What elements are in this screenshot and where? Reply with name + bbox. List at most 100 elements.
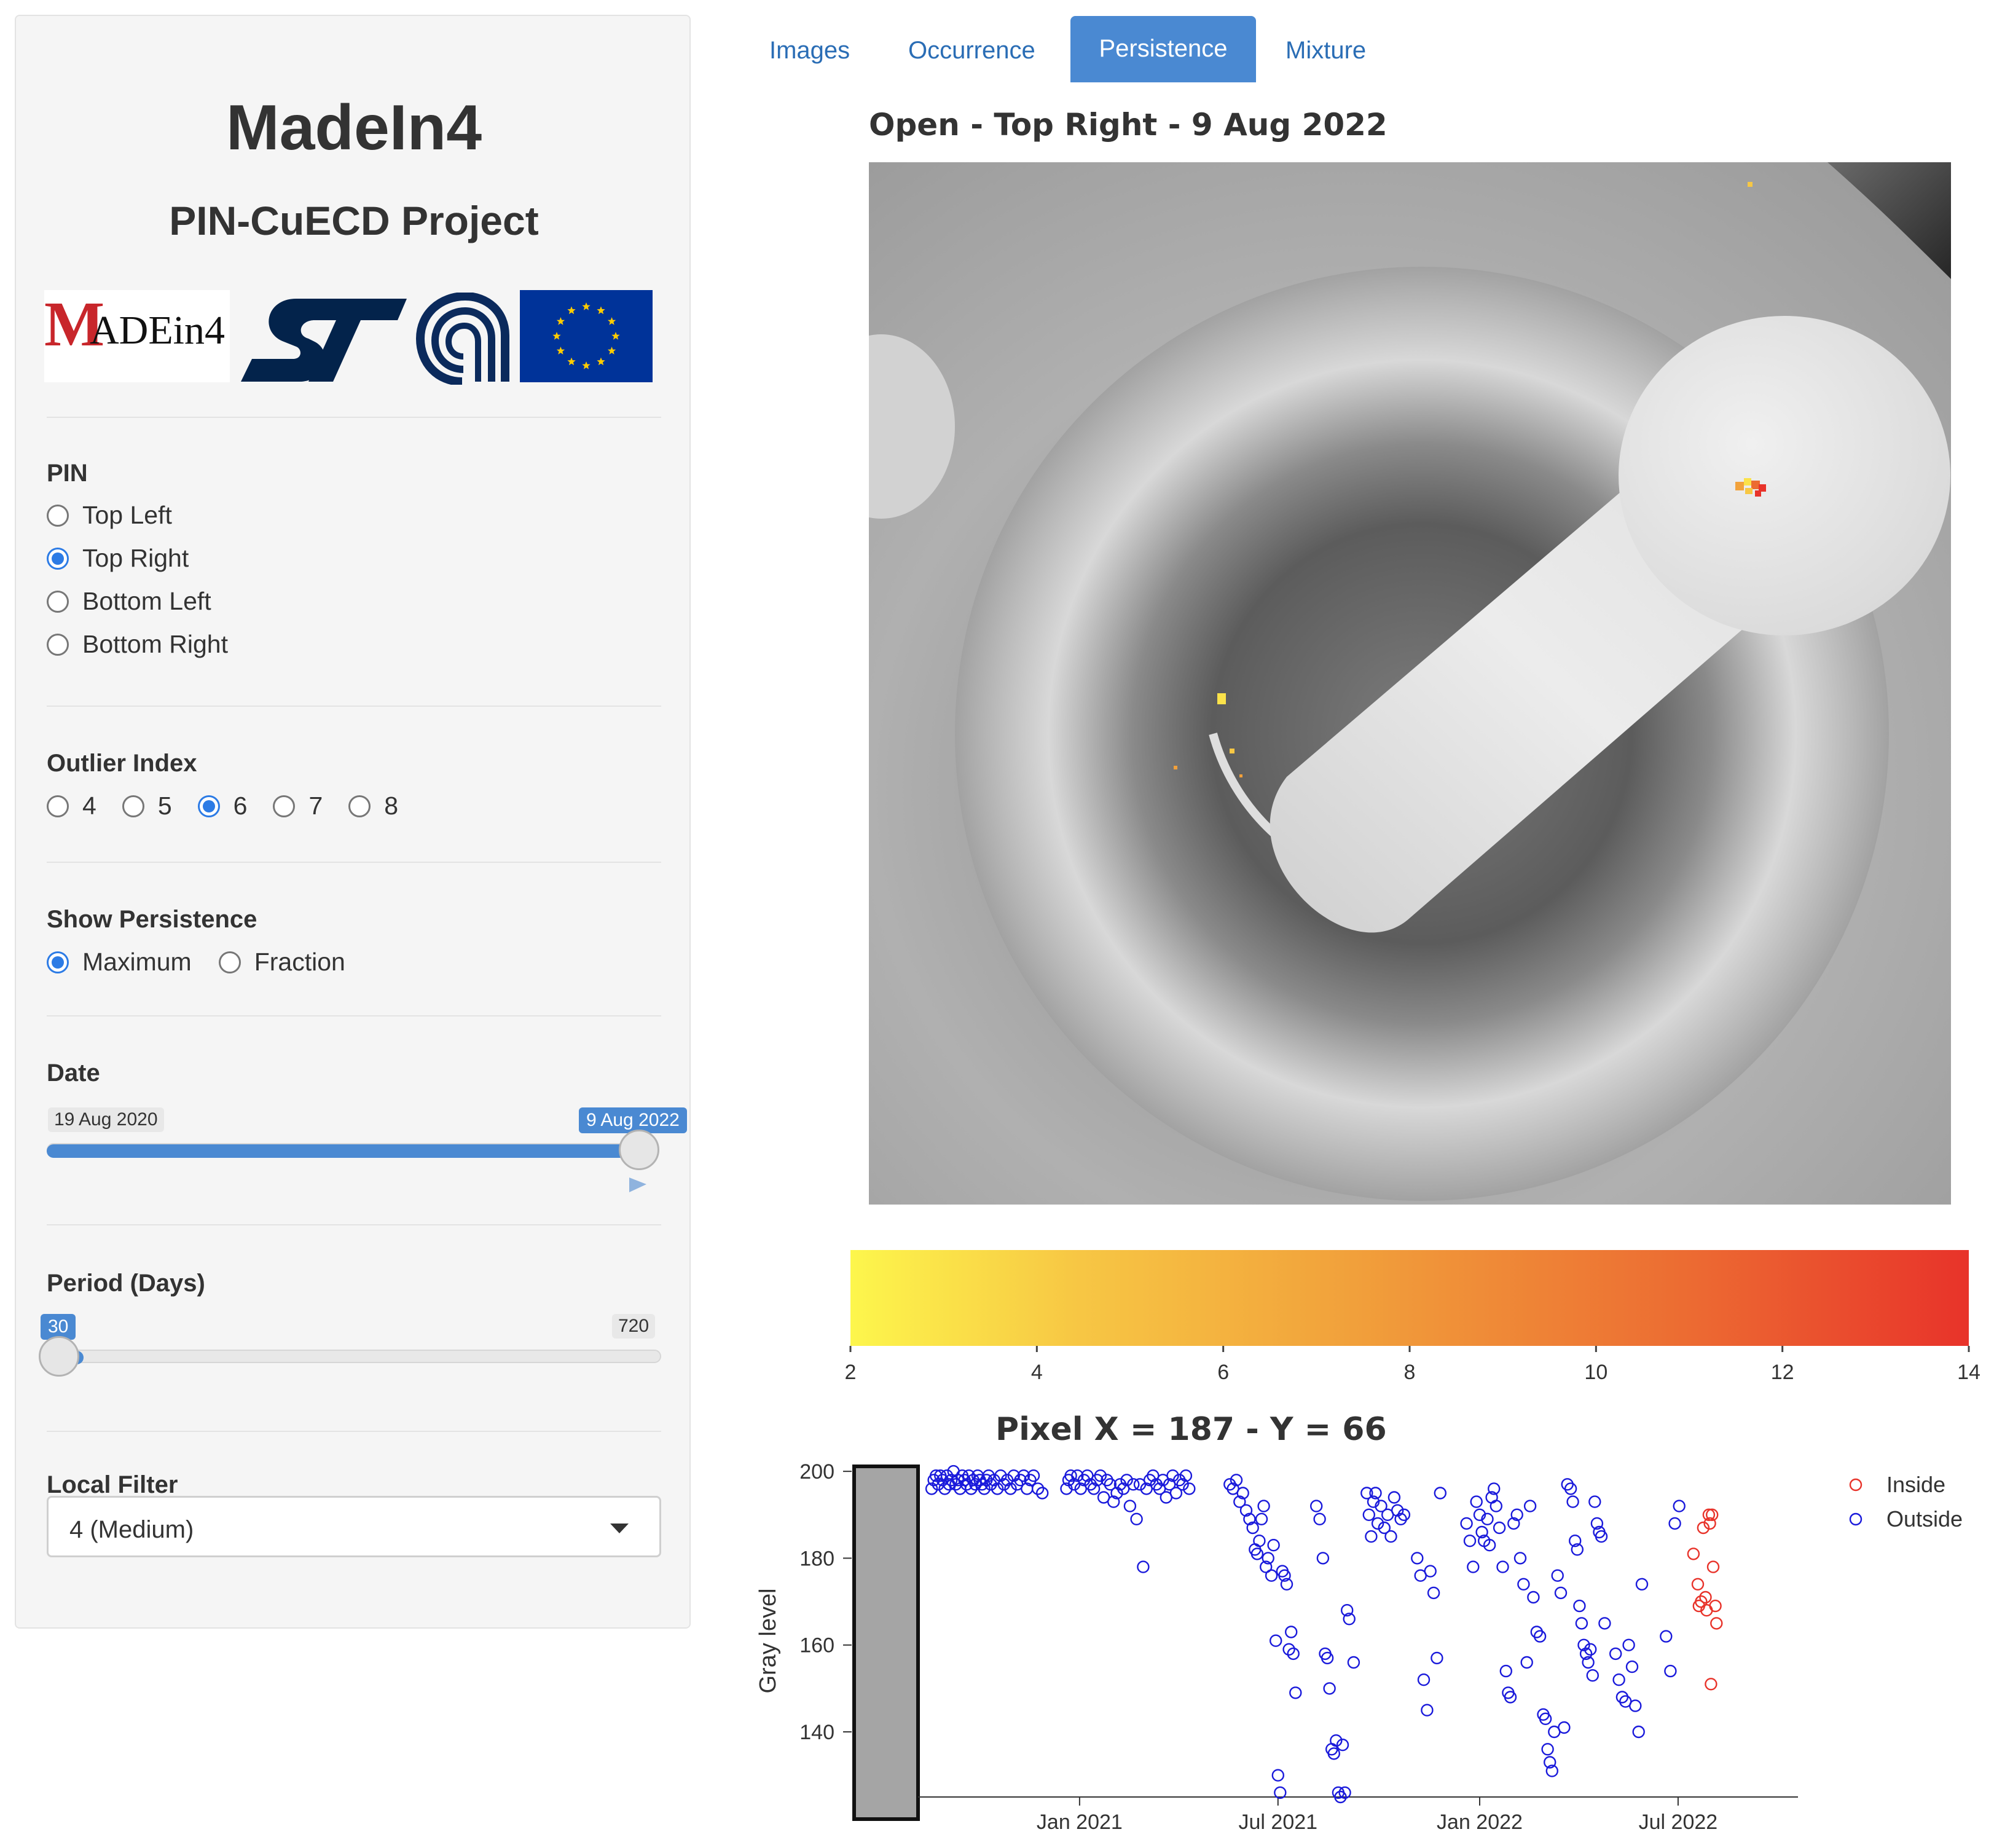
- scatter-point-outside: [1334, 1790, 1347, 1804]
- pin-option-top-right[interactable]: Top Right: [47, 546, 189, 571]
- persistence-image[interactable]: [869, 162, 1951, 1205]
- radio-button[interactable]: [47, 951, 69, 973]
- outlier-option-7[interactable]: 7: [273, 792, 323, 820]
- scatter-point-outside: [1236, 1487, 1249, 1500]
- scatter-point-outside: [1007, 1469, 1020, 1482]
- outlier-index-radio-group: 4 5 6 7 8: [47, 792, 424, 820]
- scatter-point-outside: [1166, 1469, 1179, 1482]
- eu-star-icon: [597, 357, 605, 366]
- period-slider-track[interactable]: [47, 1350, 661, 1363]
- app-title: MadeIn4: [226, 92, 482, 163]
- radio-button[interactable]: [122, 795, 144, 817]
- radio-button[interactable]: [47, 504, 69, 527]
- divider: [47, 417, 661, 418]
- radio-label: Top Right: [82, 544, 189, 572]
- tab-occurrence[interactable]: Occurrence: [908, 37, 1035, 64]
- scatter-point-outside: [1577, 1638, 1590, 1651]
- scatter-point-outside: [1504, 1691, 1517, 1704]
- colorbar-tick-label: 4: [1031, 1361, 1043, 1384]
- radio-button[interactable]: [348, 795, 371, 817]
- pin-option-top-left[interactable]: Top Left: [47, 503, 172, 528]
- scatter-point-outside: [1417, 1673, 1431, 1686]
- pin-option-bottom-right[interactable]: Bottom Right: [47, 632, 228, 657]
- radio-button[interactable]: [197, 795, 220, 817]
- colorbar-tick-label: 12: [1771, 1361, 1794, 1384]
- cnr-logo: [415, 293, 509, 385]
- date-value-label: 9 Aug 2022: [579, 1107, 687, 1133]
- eu-star-icon: [567, 357, 576, 366]
- scatter-point-outside: [994, 1469, 1007, 1482]
- scatter-point-outside: [1391, 1504, 1404, 1517]
- scatter-point-outside: [1371, 1517, 1384, 1530]
- scatter-point-outside: [1579, 1647, 1593, 1661]
- radio-label: 7: [308, 792, 323, 820]
- local-filter-select[interactable]: 4 (Medium): [47, 1496, 661, 1557]
- chevron-down-icon: [610, 1524, 629, 1533]
- scatter-point-outside: [1375, 1500, 1388, 1512]
- scatter-point-outside: [1183, 1482, 1196, 1495]
- outlier-index-label: Outlier Index: [47, 750, 197, 777]
- scatter-point-outside: [1622, 1638, 1635, 1651]
- madein4-logo: M ADEin4: [44, 289, 230, 382]
- eu-star-icon: [582, 302, 591, 310]
- outlier-option-4[interactable]: 4: [47, 792, 96, 820]
- radio-button[interactable]: [47, 633, 69, 656]
- legend-label-outside[interactable]: Outside: [1886, 1506, 1963, 1531]
- image-title: Open - Top Right - 9 Aug 2022: [869, 107, 1388, 143]
- legend-label-inside[interactable]: Inside: [1886, 1472, 1945, 1497]
- scatter-point-outside: [1130, 1512, 1143, 1526]
- scatter-point-outside: [1673, 1500, 1686, 1512]
- outlier-option-6[interactable]: 6: [197, 792, 247, 820]
- scatter-point-outside: [1582, 1656, 1595, 1669]
- pin-option-bottom-left[interactable]: Bottom Left: [47, 589, 211, 614]
- scatter-point-outside: [1551, 1569, 1564, 1582]
- radio-label: 5: [157, 792, 172, 820]
- y-tick-label: 160: [799, 1634, 834, 1657]
- scatter-point-outside: [1660, 1630, 1673, 1643]
- radio-button[interactable]: [47, 590, 69, 613]
- y-axis-label: Gray level: [755, 1588, 781, 1693]
- scatter-point-outside: [1490, 1500, 1503, 1512]
- tab-persistence[interactable]: Persistence: [1070, 16, 1256, 82]
- scatter-point-outside: [978, 1482, 991, 1495]
- scatter-point-outside: [1625, 1660, 1639, 1673]
- radio-button[interactable]: [218, 951, 241, 973]
- x-tick-label: Jul 2021: [1239, 1811, 1318, 1834]
- scatter-point-outside: [1282, 1643, 1295, 1656]
- scatter-point-outside: [1107, 1495, 1120, 1508]
- scatter-point-outside: [1310, 1500, 1323, 1512]
- radio-button[interactable]: [273, 795, 296, 817]
- outlier-option-8[interactable]: 8: [348, 792, 398, 820]
- show-persistence-label: Show Persistence: [47, 906, 257, 933]
- scatter-point-outside: [1230, 1474, 1243, 1487]
- scatter-point-outside: [1253, 1534, 1266, 1547]
- scatter-point-outside: [1564, 1482, 1577, 1495]
- scatter-point-outside: [1487, 1482, 1501, 1495]
- play-icon[interactable]: [628, 1175, 649, 1193]
- scatter-point-outside: [1384, 1530, 1397, 1543]
- scatter-point-outside: [1541, 1743, 1554, 1756]
- persistence-option-fraction[interactable]: Fraction: [218, 948, 345, 977]
- gray-level-scatter-plot[interactable]: 140 160 180 200 Jan 2021 Jul 2021 Jan 2022 Jul …: [750, 1438, 1994, 1848]
- scatter-point-outside: [1460, 1517, 1473, 1530]
- date-slider-handle[interactable]: [619, 1130, 659, 1170]
- radio-button[interactable]: [47, 547, 69, 570]
- tab-images[interactable]: Images: [769, 37, 850, 64]
- partner-logos: M ADEin4: [44, 289, 659, 385]
- scatter-point-outside: [1523, 1500, 1537, 1512]
- scatter-point-outside: [1533, 1630, 1547, 1643]
- scatter-point-outside: [1271, 1769, 1284, 1782]
- radio-label: Bottom Right: [82, 630, 228, 658]
- scatter-point-outside: [1255, 1512, 1268, 1526]
- divider: [47, 862, 661, 863]
- scatter-point-outside: [1507, 1517, 1520, 1530]
- radio-button[interactable]: [47, 795, 69, 817]
- outlier-option-5[interactable]: 5: [122, 792, 172, 820]
- persistence-option-maximum[interactable]: Maximum: [47, 948, 192, 977]
- period-slider-handle[interactable]: [39, 1336, 79, 1377]
- colorbar-tick-label: 2: [845, 1361, 857, 1384]
- scatter-point-outside: [1467, 1560, 1480, 1573]
- scatter-point-outside: [938, 1482, 951, 1495]
- legend-marker-outside: [1849, 1512, 1863, 1526]
- tab-mixture[interactable]: Mixture: [1286, 37, 1367, 64]
